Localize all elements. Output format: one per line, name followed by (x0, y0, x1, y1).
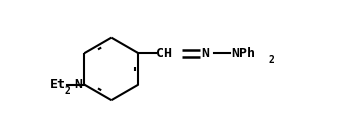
Text: N: N (75, 78, 83, 91)
Text: NPh: NPh (231, 47, 255, 60)
Text: 2: 2 (269, 55, 274, 65)
Text: N: N (202, 47, 210, 60)
Text: Et: Et (50, 78, 66, 91)
Text: 2: 2 (65, 86, 70, 96)
Text: CH: CH (156, 47, 172, 60)
